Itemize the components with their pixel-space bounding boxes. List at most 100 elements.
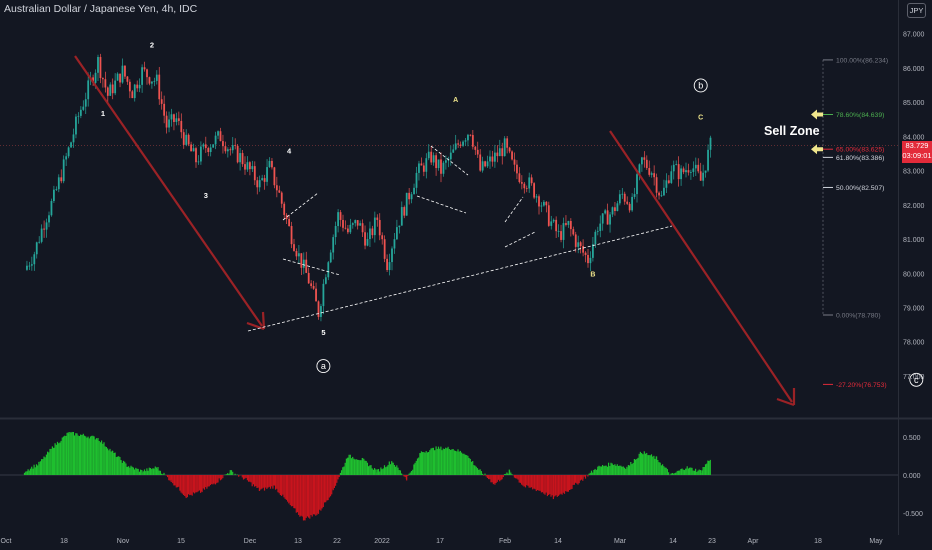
- candle-body: [371, 228, 374, 236]
- candle-body: [271, 160, 273, 168]
- candle-body: [626, 201, 629, 204]
- time-tick-label: 13: [294, 538, 302, 545]
- candle-body: [574, 234, 577, 247]
- candle-body: [202, 144, 205, 147]
- chart-title: Australian Dollar / Japanese Yen, 4h, ID…: [4, 3, 198, 15]
- candle-body: [249, 162, 251, 170]
- candle-body: [594, 231, 597, 245]
- candle-body: [413, 187, 415, 195]
- candle-body: [464, 140, 467, 142]
- candle-body: [315, 288, 317, 302]
- candle-body: [388, 262, 391, 270]
- time-tick-label: 18: [814, 538, 822, 545]
- candle-body: [337, 212, 339, 227]
- candle-body: [67, 147, 70, 157]
- wave-label: 1: [101, 109, 105, 118]
- candle-body: [148, 77, 151, 84]
- candle-body: [702, 172, 705, 181]
- candle-body: [582, 246, 584, 253]
- wedge-bottom-right: [504, 231, 536, 248]
- candle-body: [690, 171, 692, 173]
- candle-body: [645, 159, 648, 169]
- candle-body: [655, 177, 658, 193]
- candle-body: [557, 231, 560, 232]
- candle-body: [40, 228, 43, 242]
- candle-body: [636, 174, 638, 195]
- wave-label-circle-icon: [693, 78, 708, 93]
- candle-body: [116, 73, 119, 81]
- wave-label: B: [590, 272, 595, 279]
- candle-body: [329, 252, 332, 263]
- sell-zone-arrow-icon: [811, 144, 823, 155]
- candle-body: [185, 134, 188, 145]
- candle-body: [584, 252, 587, 256]
- candle-body: [136, 84, 139, 89]
- candle-body: [418, 163, 420, 173]
- candle-body: [165, 115, 168, 128]
- currency-button[interactable]: JPY: [907, 3, 926, 18]
- wedge-top-right: [504, 196, 524, 223]
- candle-body: [192, 148, 195, 152]
- candle-body: [45, 222, 48, 230]
- candle-body: [332, 237, 335, 253]
- candle-body: [317, 301, 320, 317]
- candle-body: [258, 180, 261, 188]
- candle-body: [513, 159, 516, 165]
- candle-body: [462, 141, 464, 146]
- price-tick-label: 84.000: [903, 134, 925, 141]
- wave-label: a: [321, 361, 326, 371]
- candle-body: [48, 215, 50, 223]
- candle-body: [432, 155, 435, 163]
- candle-body: [670, 171, 673, 183]
- candle-body: [425, 158, 428, 172]
- candle-body: [474, 146, 477, 150]
- candle-body: [454, 143, 457, 150]
- candle-body: [273, 167, 276, 186]
- wave-label: b: [698, 80, 703, 90]
- candle-body: [606, 210, 609, 225]
- candle-body: [38, 241, 41, 243]
- candle-body: [168, 119, 170, 128]
- candle-body: [479, 154, 482, 171]
- candle-body: [405, 192, 408, 216]
- candle-body: [87, 80, 90, 100]
- projection-arrow-line: [609, 130, 793, 403]
- candle-body: [442, 162, 445, 174]
- candle-body: [163, 103, 166, 116]
- candle-body: [658, 192, 660, 196]
- price-tick-label: 81.000: [903, 237, 925, 244]
- candle-body: [339, 212, 342, 220]
- candle-body: [609, 214, 611, 225]
- impulse-arrow-head-icon: [246, 311, 266, 331]
- candle-body: [471, 135, 474, 147]
- candle-body: [94, 72, 97, 83]
- candle-body: [552, 219, 555, 222]
- candle-body: [496, 152, 499, 157]
- projection-arrow-head-icon: [776, 388, 796, 407]
- impulse-arrow-line: [74, 55, 263, 327]
- candle-body: [293, 244, 295, 251]
- candle-body: [290, 226, 293, 245]
- candle-body: [65, 156, 68, 160]
- candle-body: [55, 189, 58, 190]
- candle-body: [305, 259, 308, 273]
- candle-body: [187, 134, 190, 145]
- time-tick-label: 14: [554, 538, 562, 545]
- current-price-value: 83.729: [905, 141, 929, 150]
- candle-body: [530, 177, 533, 184]
- candle-body: [457, 143, 460, 145]
- candle-body: [324, 277, 327, 284]
- candle-body: [310, 283, 313, 286]
- candle-body: [648, 168, 651, 175]
- fib-level-label: 100.00%(86.234): [836, 57, 888, 64]
- candle-body: [540, 205, 543, 207]
- fib-level-label: 78.60%(84.639): [836, 112, 884, 119]
- candle-body: [489, 156, 491, 162]
- candle-body: [469, 134, 472, 136]
- candle-body: [525, 188, 528, 190]
- candle-body: [520, 182, 523, 184]
- candle-body: [518, 173, 521, 183]
- candle-body: [675, 164, 678, 165]
- candle-body: [119, 73, 121, 83]
